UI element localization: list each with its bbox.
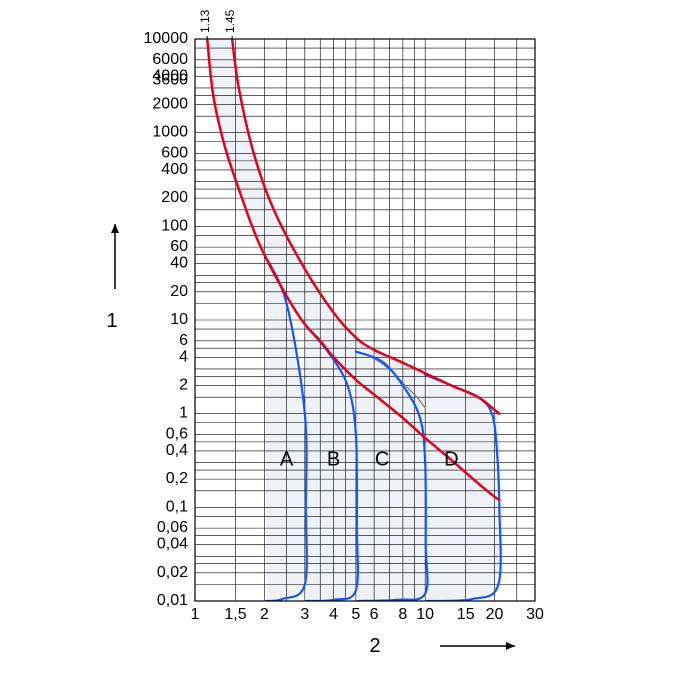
y-tick-label: 0,01 bbox=[157, 592, 188, 609]
tripping-curve-chart: ABCD0,010,020,040,060,10,20,40,612461020… bbox=[0, 0, 700, 700]
x-tick-label: 20 bbox=[486, 606, 504, 623]
y-tick-label: 100 bbox=[161, 217, 188, 234]
x-tick-label: 2 bbox=[260, 606, 269, 623]
x-tick-label: 15 bbox=[457, 606, 475, 623]
y-tick-label: 20 bbox=[170, 283, 188, 300]
region-label: B bbox=[327, 448, 340, 470]
y-tick-label: 1 bbox=[179, 405, 188, 422]
x-tick-label: 3 bbox=[300, 606, 309, 623]
y-axis-label: 1 bbox=[106, 310, 117, 332]
y-tick-label: 10000 bbox=[144, 30, 189, 47]
x-tick-label: 1,5 bbox=[224, 606, 246, 623]
y-tick-label: 0,1 bbox=[166, 498, 188, 515]
y-tick-label: 600 bbox=[161, 144, 188, 161]
region-label: A bbox=[280, 448, 294, 470]
y-tick-label: 200 bbox=[161, 189, 188, 206]
y-tick-label: 4 bbox=[179, 348, 188, 365]
y-tick-label: 2000 bbox=[152, 95, 188, 112]
y-tick-label: 6 bbox=[179, 332, 188, 349]
y-tick-label: 0,4 bbox=[166, 442, 188, 459]
x-tick-label: 30 bbox=[526, 606, 544, 623]
top-marker-label: 1.13 bbox=[198, 9, 212, 33]
x-tick-label: 5 bbox=[351, 606, 360, 623]
y-tick-label: 1000 bbox=[152, 124, 188, 141]
x-tick-label: 4 bbox=[329, 606, 338, 623]
y-tick-label: 0,02 bbox=[157, 564, 188, 581]
region-label: C bbox=[375, 448, 389, 470]
y-tick-label: 0,2 bbox=[166, 470, 188, 487]
x-tick-label: 10 bbox=[416, 606, 434, 623]
y-tick-label: 2 bbox=[179, 376, 188, 393]
y-tick-label: 400 bbox=[161, 161, 188, 178]
region-label: D bbox=[444, 448, 458, 470]
y-tick-label: 40 bbox=[170, 255, 188, 272]
top-marker-label: 1.45 bbox=[223, 9, 237, 33]
x-tick-label: 6 bbox=[370, 606, 379, 623]
y-tick-label: 60 bbox=[170, 238, 188, 255]
y-tick-label: 6000 bbox=[152, 51, 188, 68]
x-tick-label: 1 bbox=[191, 606, 200, 623]
x-tick-label: 8 bbox=[398, 606, 407, 623]
y-tick-label: 0,6 bbox=[166, 425, 188, 442]
y-tick-label: 10 bbox=[170, 311, 188, 328]
y-tick-label: 0,06 bbox=[157, 519, 188, 536]
y-tick-label: 4000 bbox=[152, 67, 188, 84]
y-tick-label: 0,04 bbox=[157, 536, 188, 553]
x-axis-label: 2 bbox=[369, 635, 380, 657]
